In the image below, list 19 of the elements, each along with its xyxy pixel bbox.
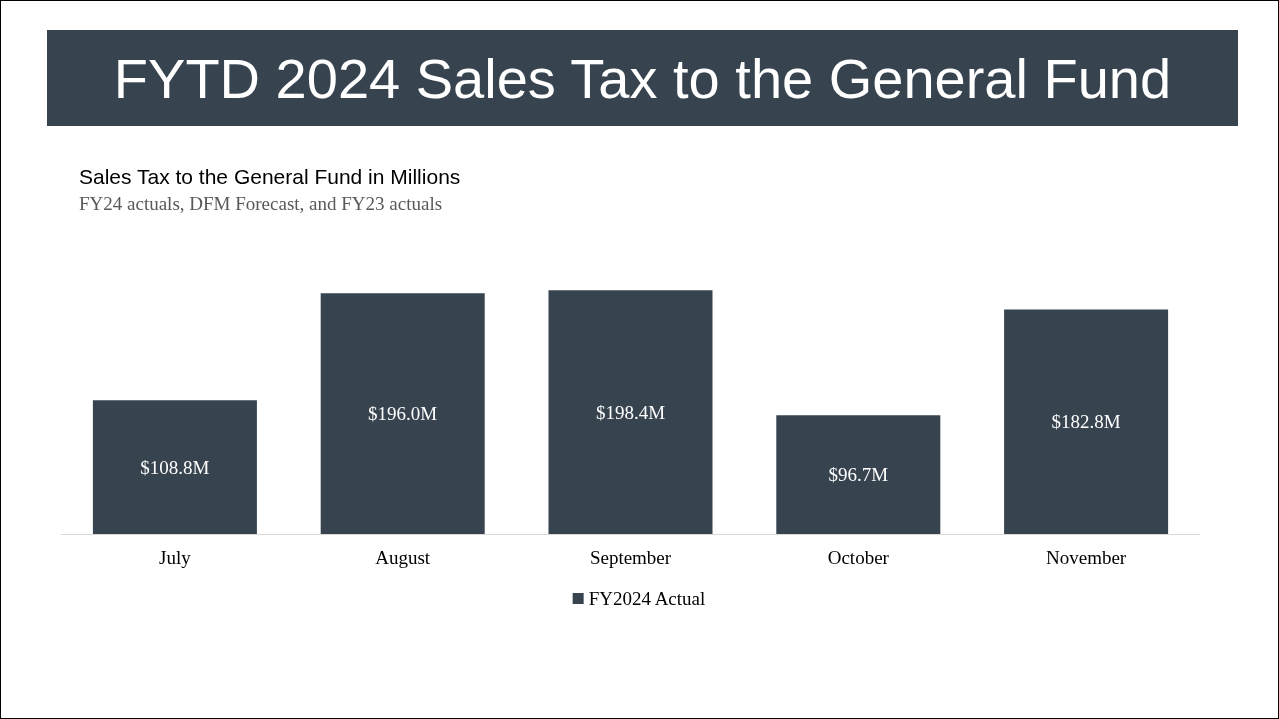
data-label: $196.0M (368, 403, 438, 425)
bar (320, 293, 485, 534)
bar (1004, 309, 1169, 534)
data-label: $182.8M (1051, 411, 1121, 433)
x-tick-label: July (159, 547, 192, 568)
x-tick-label: September (589, 547, 672, 568)
chart-title: FYTD 2024 Sales Tax to the General Fund (47, 30, 1238, 126)
bar (92, 400, 257, 534)
chart-subtitle: Sales Tax to the General Fund in Millions (79, 165, 461, 188)
data-label: $108.8M (140, 456, 210, 478)
x-tick-label: October (827, 547, 890, 568)
data-label: $96.7M (828, 464, 889, 486)
legend-label: FY2024 Actual (588, 588, 706, 609)
x-tick-label: August (375, 547, 431, 568)
text: FY24 actuals, DFM Forecast, and FY23 actuals (79, 193, 443, 214)
bar (548, 290, 713, 534)
bar (776, 415, 941, 534)
x-tick-label: November (1046, 547, 1127, 568)
data-label: $198.4M (595, 401, 666, 423)
